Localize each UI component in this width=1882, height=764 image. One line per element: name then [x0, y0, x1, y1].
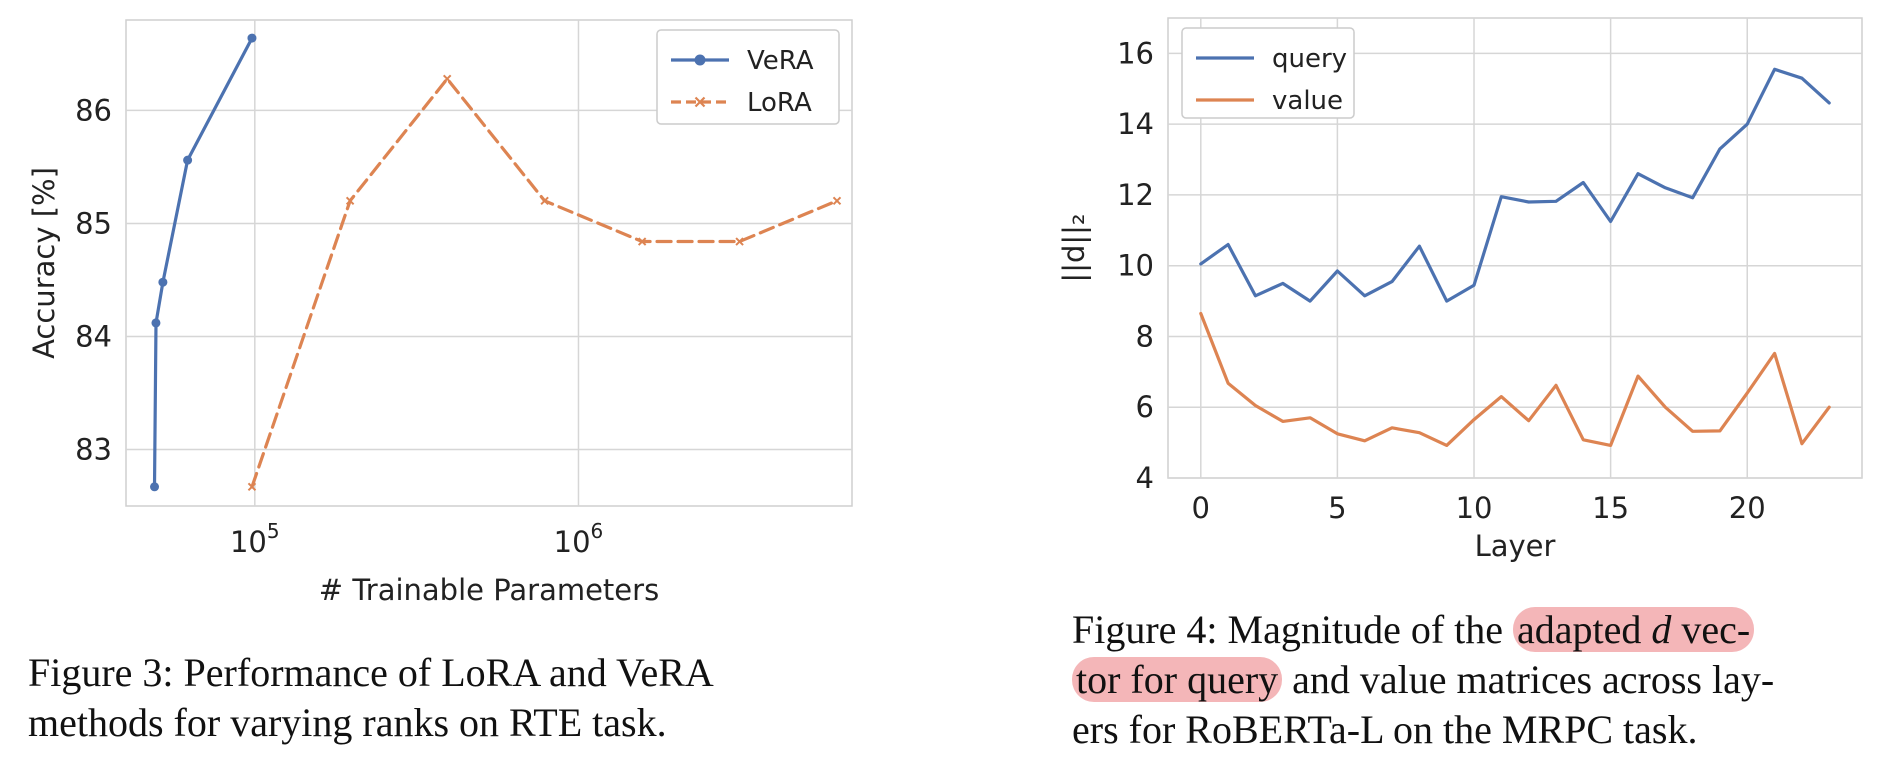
marker-stroke	[345, 196, 355, 206]
y-tick-label: 8	[1136, 319, 1154, 353]
legend-label: value	[1272, 86, 1343, 116]
y-tick-label: 4	[1136, 461, 1154, 495]
legend-entry-vera: VeRA	[671, 46, 814, 76]
x-tick-exponent: 5	[267, 519, 280, 543]
legend: query value	[1181, 27, 1355, 119]
marker-stroke	[247, 482, 257, 491]
data-point	[540, 196, 549, 206]
marker-stroke	[832, 196, 842, 206]
x-tick-labels: 105 106	[230, 519, 603, 559]
figure-3-caption-line-2: methods for varying ranks on RTE task.	[28, 700, 667, 745]
highlight-text-adapted: adapted	[1517, 607, 1652, 652]
series-query	[1199, 67, 1831, 303]
legend-entry-value: value	[1196, 86, 1343, 116]
y-tick-label: 12	[1117, 178, 1154, 212]
legend-label: LoRA	[747, 88, 812, 118]
x-tick-base: 10	[230, 525, 267, 559]
y-tick-label: 84	[75, 319, 112, 353]
series-vera	[150, 33, 257, 492]
data-point	[345, 196, 355, 206]
data-point	[832, 196, 842, 206]
figure-3-caption-line-1: Figure 3: Performance of LoRA and VeRA	[28, 650, 714, 695]
y-tick-label: 85	[75, 206, 112, 240]
x-tick-exponent: 6	[591, 519, 604, 543]
series-line	[1199, 311, 1831, 447]
legend-entry-query: query	[1196, 44, 1347, 74]
y-tick-label: 86	[75, 93, 112, 127]
x-tick-label: 20	[1729, 491, 1766, 525]
y-tick-label: 6	[1136, 390, 1154, 424]
x-axis-label: # Trainable Parameters	[319, 573, 659, 607]
y-tick-label: 83	[75, 432, 112, 466]
figure-4-caption-line-2-text: and value matrices across lay-	[1282, 657, 1775, 702]
data-point	[247, 33, 257, 43]
figure-4-caption: Figure 4: Magnitude of the adapted d vec…	[1072, 605, 1872, 755]
data-point	[247, 482, 257, 491]
y-axis-label: ||d||₂	[1057, 213, 1091, 282]
data-point	[151, 318, 161, 328]
marker-stroke	[735, 237, 744, 246]
x-tick-labels: 0 5 10 15 20	[1192, 491, 1766, 525]
data-point	[150, 482, 160, 492]
x-tick-label: 105	[230, 519, 280, 559]
marker-stroke	[540, 196, 549, 206]
highlight-text-vec: vec-	[1671, 607, 1751, 652]
x-tick-label: 5	[1328, 491, 1346, 525]
data-point	[183, 155, 193, 165]
y-axis-label: Accuracy [%]	[27, 167, 61, 359]
series-lora	[247, 74, 842, 491]
marker-stroke	[442, 74, 452, 83]
y-tick-labels: 83 84 85 86	[75, 93, 112, 466]
caption-highlight-1: adapted d vec-	[1513, 607, 1755, 652]
y-tick-label: 14	[1117, 107, 1154, 141]
figure-3-caption: Figure 3: Performance of LoRA and VeRA m…	[28, 648, 888, 748]
legend-label: query	[1272, 44, 1347, 74]
x-axis-label: Layer	[1475, 529, 1556, 563]
marker-stroke	[637, 237, 647, 246]
x-tick-base: 10	[554, 525, 591, 559]
caption-highlight-2: tor for query	[1072, 657, 1283, 702]
figure-4-caption-line-1: Figure 4: Magnitude of the adapted d vec…	[1072, 605, 1872, 655]
data-point	[637, 237, 647, 246]
y-tick-labels: 4 6 8 10 12 14 16	[1117, 36, 1154, 495]
data-point	[735, 237, 744, 246]
x-tick-label: 0	[1192, 491, 1210, 525]
x-tick-label: 106	[554, 519, 604, 559]
legend-marker	[694, 96, 706, 108]
data-point	[158, 277, 168, 287]
x-tick-label: 10	[1456, 491, 1493, 525]
data-point	[442, 74, 452, 83]
x-tick-label: 15	[1592, 491, 1629, 525]
figure-4-caption-line-3: ers for RoBERTa-L on the MRPC task.	[1072, 707, 1698, 752]
chart-d-magnitude-vs-layer: 4 6 8 10 12 14 16 0 5 10 15 20 Layer ||d||₂ query value	[1057, 17, 1863, 563]
series-value	[1199, 311, 1831, 447]
series-line	[1199, 67, 1831, 303]
figure-4-caption-line-1-text: Figure 4: Magnitude of the	[1072, 607, 1514, 652]
highlight-text-d: d	[1651, 607, 1672, 652]
legend-marker	[694, 54, 706, 66]
legend-box	[1181, 27, 1355, 119]
legend: VeRA LoRA	[656, 29, 840, 125]
legend-label: VeRA	[747, 46, 814, 76]
y-tick-label: 10	[1117, 249, 1154, 283]
figure-4-caption-line-2: tor for query and value matrices across …	[1072, 655, 1872, 705]
legend-entry-lora: LoRA	[671, 88, 812, 118]
y-tick-label: 16	[1117, 36, 1154, 70]
